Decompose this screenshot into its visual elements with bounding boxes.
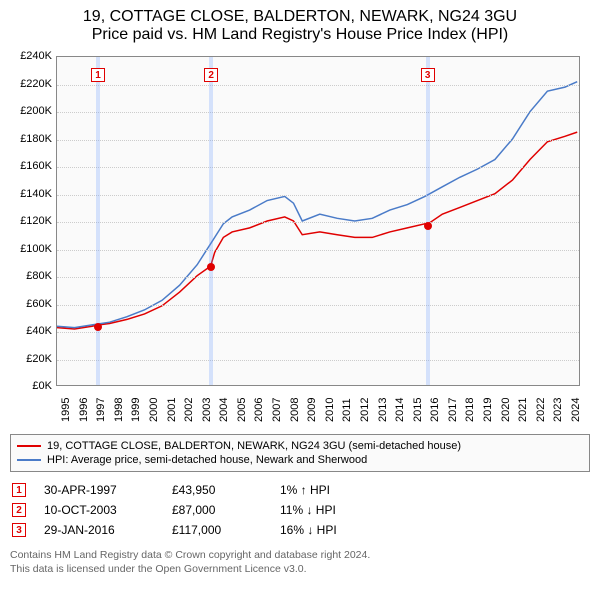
xtick-label: 1998 [113, 398, 125, 422]
ytick-label: £140K [10, 188, 52, 200]
sale-price: £117,000 [172, 523, 262, 537]
ytick-label: £160K [10, 160, 52, 172]
xtick-label: 1996 [78, 398, 90, 422]
callout-label: 2 [204, 68, 218, 82]
sale-marker [94, 323, 102, 331]
gridline-h [57, 360, 579, 361]
sale-price: £87,000 [172, 503, 262, 517]
xtick-label: 2008 [289, 398, 301, 422]
gridline-h [57, 167, 579, 168]
footer-line1: Contains HM Land Registry data © Crown c… [10, 548, 590, 562]
ytick-label: £240K [10, 50, 52, 62]
ytick-label: £220K [10, 78, 52, 90]
gridline-h [57, 250, 579, 251]
xtick-label: 2004 [218, 398, 230, 422]
xtick-label: 2020 [500, 398, 512, 422]
gridline-h [57, 305, 579, 306]
xtick-label: 2003 [201, 398, 213, 422]
legend-swatch [17, 459, 41, 461]
sale-hpi-delta: 11% ↓ HPI [280, 503, 380, 517]
footer: Contains HM Land Registry data © Crown c… [10, 548, 590, 576]
sale-hpi-delta: 16% ↓ HPI [280, 523, 380, 537]
footer-line2: This data is licensed under the Open Gov… [10, 562, 590, 576]
line-series [57, 57, 579, 385]
xtick-label: 2016 [429, 398, 441, 422]
gridline-h [57, 112, 579, 113]
xtick-label: 1995 [60, 398, 72, 422]
legend-label: 19, COTTAGE CLOSE, BALDERTON, NEWARK, NG… [47, 440, 461, 452]
xtick-label: 2013 [377, 398, 389, 422]
gridline-h [57, 332, 579, 333]
series-hpi [57, 82, 577, 328]
ytick-label: £40K [10, 325, 52, 337]
ytick-label: £200K [10, 105, 52, 117]
xtick-label: 2023 [552, 398, 564, 422]
ytick-label: £20K [10, 353, 52, 365]
xtick-label: 1999 [130, 398, 142, 422]
legend-label: HPI: Average price, semi-detached house,… [47, 454, 367, 466]
sale-date: 30-APR-1997 [44, 483, 154, 497]
sales-table: 1 30-APR-1997 £43,950 1% ↑ HPI 2 10-OCT-… [10, 480, 590, 540]
sale-hpi-delta: 1% ↑ HPI [280, 483, 380, 497]
series-price_paid [57, 132, 577, 329]
sale-index: 1 [12, 483, 26, 497]
sale-row: 3 29-JAN-2016 £117,000 16% ↓ HPI [10, 520, 590, 540]
xtick-label: 2000 [148, 398, 160, 422]
legend-swatch [17, 445, 41, 447]
ytick-label: £120K [10, 215, 52, 227]
callout-band [209, 57, 213, 385]
xtick-label: 2001 [166, 398, 178, 422]
sale-row: 1 30-APR-1997 £43,950 1% ↑ HPI [10, 480, 590, 500]
sale-row: 2 10-OCT-2003 £87,000 11% ↓ HPI [10, 500, 590, 520]
title-line1: 19, COTTAGE CLOSE, BALDERTON, NEWARK, NG… [10, 8, 590, 26]
callout-band [426, 57, 430, 385]
xtick-label: 1997 [95, 398, 107, 422]
xtick-label: 2018 [464, 398, 476, 422]
gridline-h [57, 277, 579, 278]
xtick-label: 2017 [447, 398, 459, 422]
callout-label: 1 [91, 68, 105, 82]
ytick-label: £60K [10, 298, 52, 310]
xtick-label: 2014 [394, 398, 406, 422]
sale-index: 2 [12, 503, 26, 517]
xtick-label: 2011 [341, 398, 353, 422]
callout-band [96, 57, 100, 385]
legend-item: 19, COTTAGE CLOSE, BALDERTON, NEWARK, NG… [17, 439, 583, 453]
xtick-label: 2015 [412, 398, 424, 422]
xtick-label: 2010 [324, 398, 336, 422]
sale-marker [207, 263, 215, 271]
xtick-label: 2002 [183, 398, 195, 422]
ytick-label: £180K [10, 133, 52, 145]
xtick-label: 2019 [482, 398, 494, 422]
xtick-label: 2022 [535, 398, 547, 422]
xtick-label: 2005 [236, 398, 248, 422]
xtick-label: 2024 [570, 398, 582, 422]
chart: 1 2 3 £0K £20K £40K £60K £80K £100K £120K £140K £1… [10, 48, 590, 428]
sale-marker [424, 222, 432, 230]
gridline-h [57, 85, 579, 86]
gridline-h [57, 222, 579, 223]
plot-area: 1 2 3 [56, 56, 580, 386]
sale-date: 10-OCT-2003 [44, 503, 154, 517]
ytick-label: £80K [10, 270, 52, 282]
sale-date: 29-JAN-2016 [44, 523, 154, 537]
ytick-label: £0K [10, 380, 52, 392]
xtick-label: 2006 [253, 398, 265, 422]
ytick-label: £100K [10, 243, 52, 255]
xtick-label: 2007 [271, 398, 283, 422]
chart-title: 19, COTTAGE CLOSE, BALDERTON, NEWARK, NG… [10, 8, 590, 44]
callout-label: 3 [421, 68, 435, 82]
xtick-label: 2009 [306, 398, 318, 422]
sale-index: 3 [12, 523, 26, 537]
title-line2: Price paid vs. HM Land Registry's House … [10, 26, 590, 44]
legend-item: HPI: Average price, semi-detached house,… [17, 453, 583, 467]
gridline-h [57, 195, 579, 196]
xtick-label: 2021 [517, 398, 529, 422]
legend: 19, COTTAGE CLOSE, BALDERTON, NEWARK, NG… [10, 434, 590, 472]
xtick-label: 2012 [359, 398, 371, 422]
sale-price: £43,950 [172, 483, 262, 497]
gridline-h [57, 140, 579, 141]
